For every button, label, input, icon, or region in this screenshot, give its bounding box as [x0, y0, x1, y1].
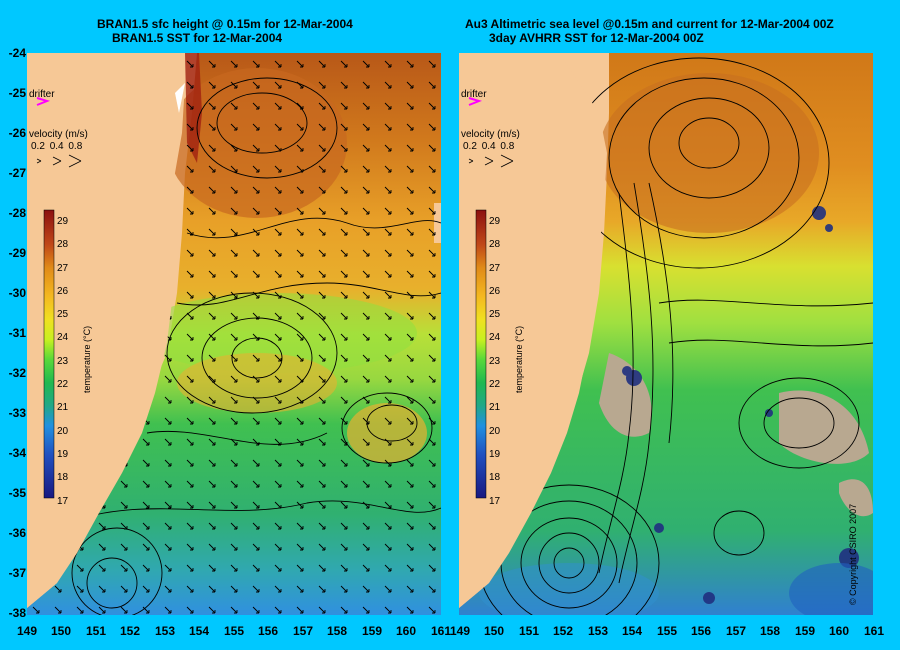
y-tick: -27 — [8, 166, 26, 180]
left-velocity-scale: 0.2 0.4 0.8 — [31, 141, 83, 152]
y-tick: -38 — [8, 606, 26, 620]
x-tick: 152 — [119, 624, 141, 638]
x-tick: 160 — [828, 624, 850, 638]
copyright-text: © Copyright CSIRO 2007 — [848, 503, 858, 605]
y-tick: -30 — [8, 286, 26, 300]
x-tick: 153 — [154, 624, 176, 638]
x-tick: 155 — [223, 624, 245, 638]
x-tick: 151 — [85, 624, 107, 638]
right-title-line1: Au3 Altimetric sea level @0.15m and curr… — [465, 17, 834, 31]
right-map-panel: drifter velocity (m/s) 0.2 0.4 0.8 29 28 2… — [459, 53, 873, 615]
x-tick: 153 — [587, 624, 609, 638]
x-tick: 157 — [725, 624, 747, 638]
y-tick: -36 — [8, 526, 26, 540]
left-velocity-label: velocity (m/s) — [29, 129, 88, 140]
y-tick: -25 — [8, 86, 26, 100]
x-tick: 156 — [690, 624, 712, 638]
x-tick: 161 — [430, 624, 452, 638]
x-tick: 150 — [50, 624, 72, 638]
left-title-line2: BRAN1.5 SST for 12-Mar-2004 — [112, 31, 283, 45]
right-velocity-label: velocity (m/s) — [461, 129, 520, 140]
y-tick: -33 — [8, 406, 26, 420]
right-title-line2: 3day AVHRR SST for 12-Mar-2004 00Z — [489, 31, 704, 45]
y-tick: -31 — [8, 326, 26, 340]
left-title-line1: BRAN1.5 sfc height @ 0.15m for 12-Mar-20… — [97, 17, 353, 31]
x-tick: 151 — [518, 624, 540, 638]
left-colorbar-ticks: 29 28 27 26 25 24 23 22 21 20 19 18 17 — [57, 216, 69, 507]
x-tick: 154 — [188, 624, 210, 638]
right-colorbar-label: temperature (°C) — [514, 325, 524, 393]
x-tick: 159 — [361, 624, 383, 638]
y-tick: -28 — [8, 206, 26, 220]
y-tick: -29 — [8, 246, 26, 260]
left-colorbar-label: temperature (°C) — [82, 325, 92, 393]
x-tick: 150 — [483, 624, 505, 638]
x-tick: 155 — [656, 624, 678, 638]
y-tick: -32 — [8, 366, 26, 380]
x-tick: 158 — [326, 624, 348, 638]
x-tick: 149 — [449, 624, 471, 638]
y-tick: -35 — [8, 486, 26, 500]
y-tick: -34 — [8, 446, 26, 460]
x-tick: 152 — [552, 624, 574, 638]
right-colorbar-ticks: 29 28 27 26 25 24 23 22 21 20 19 18 17 — [489, 216, 501, 507]
x-tick: 158 — [759, 624, 781, 638]
right-drifter-label: drifter — [461, 89, 487, 100]
left-drifter-label: drifter — [29, 89, 55, 100]
x-tick: 149 — [16, 624, 38, 638]
x-tick: 159 — [794, 624, 816, 638]
x-tick: 156 — [257, 624, 279, 638]
y-tick: -26 — [8, 126, 26, 140]
x-tick: 157 — [292, 624, 314, 638]
y-tick: -37 — [8, 566, 26, 580]
x-tick: 161 — [863, 624, 885, 638]
left-map-panel: drifter velocity (m/s) 0.2 0.4 0.8 29 28 2… — [27, 53, 441, 615]
right-map-svg — [459, 53, 873, 615]
right-velocity-scale: 0.2 0.4 0.8 — [463, 141, 515, 152]
left-map-svg — [27, 53, 441, 615]
y-tick: -24 — [8, 46, 26, 60]
x-tick: 160 — [395, 624, 417, 638]
x-tick: 154 — [621, 624, 643, 638]
